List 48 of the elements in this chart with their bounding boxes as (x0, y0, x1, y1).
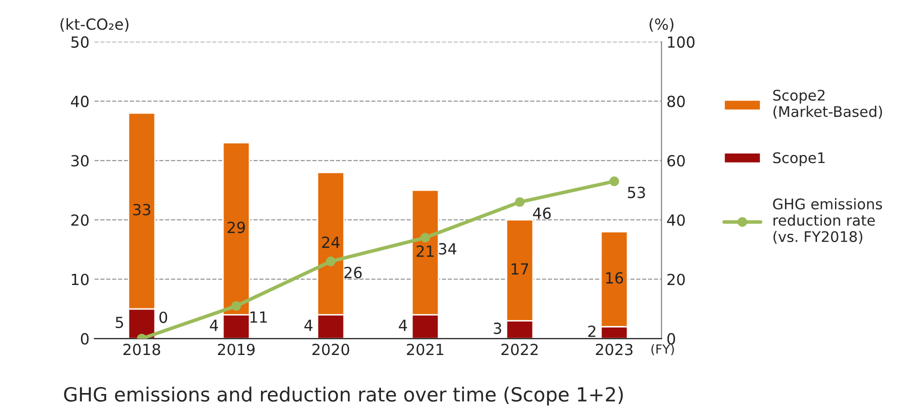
data-label: 33 (133, 204, 150, 216)
y-tick-label: 30 (71, 154, 89, 167)
legend-label: Scope1 (773, 152, 825, 166)
legend-label: GHG emissions reduction rate (vs. FY2018) (773, 198, 882, 244)
data-label: 26 (344, 266, 362, 278)
y2-tick-label: 100 (668, 36, 695, 48)
y-tick-label: 0 (80, 333, 89, 345)
point (609, 176, 620, 186)
y-axis-title: (kt-CO₂e) (60, 18, 128, 32)
point (514, 197, 525, 207)
data-label: 46 (532, 207, 551, 219)
point (420, 232, 430, 243)
data-label: 4 (210, 320, 218, 331)
y-tick-label: 20 (71, 214, 89, 226)
y-tick-label: 10 (72, 274, 89, 286)
legend-label: Scope2 (Market-Based) (773, 90, 882, 119)
y-tick-label: 40 (70, 96, 89, 108)
y2-tick-label: 0 (667, 333, 676, 345)
data-label: 53 (628, 186, 645, 198)
y2-tick-label: 60 (667, 154, 685, 167)
data-label: 11 (250, 312, 267, 323)
y2-axis-title: (%) (650, 18, 674, 32)
x-tick-label: 2022 (501, 344, 538, 356)
data-label: 21 (416, 245, 434, 257)
y2-tick-label: 40 (667, 214, 685, 226)
data-label: 34 (438, 243, 456, 255)
y2-tick-label: 20 (667, 274, 685, 286)
x-tick-label: 2018 (123, 344, 160, 356)
y2-tick-label: 80 (667, 96, 685, 108)
data-label: 29 (228, 222, 245, 234)
data-label: 0 (159, 312, 168, 324)
data-label: 3 (494, 322, 502, 334)
text: GHG emissions and reduction rate over time (Scope 1+2) (64, 386, 623, 406)
data-label: 5 (116, 316, 124, 328)
x-tick-label: 2023 (596, 344, 632, 356)
x-axis-title: (FY) (651, 344, 674, 356)
data-label: 17 (512, 263, 528, 275)
data-label: 2 (588, 326, 596, 337)
point (231, 301, 242, 311)
x-tick-label: 2020 (312, 344, 350, 356)
data-label: 4 (398, 320, 407, 331)
y-tick-label: 50 (71, 36, 89, 48)
data-label: 16 (606, 272, 624, 284)
data-label: 24 (322, 236, 340, 248)
point (326, 256, 336, 266)
data-label: 4 (304, 320, 312, 331)
x-tick-label: 2019 (218, 344, 255, 356)
x-tick-label: 2021 (406, 344, 444, 356)
